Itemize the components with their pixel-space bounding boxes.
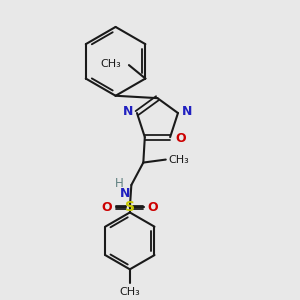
Text: CH₃: CH₃	[101, 58, 122, 69]
Text: O: O	[101, 201, 112, 214]
Text: CH₃: CH₃	[119, 287, 140, 297]
Text: N: N	[182, 105, 192, 118]
Text: N: N	[123, 105, 134, 118]
Text: CH₃: CH₃	[169, 154, 190, 165]
Text: H: H	[115, 177, 124, 190]
Text: N: N	[119, 187, 130, 200]
Text: O: O	[176, 132, 186, 145]
Text: S: S	[125, 200, 135, 214]
Text: O: O	[148, 201, 158, 214]
